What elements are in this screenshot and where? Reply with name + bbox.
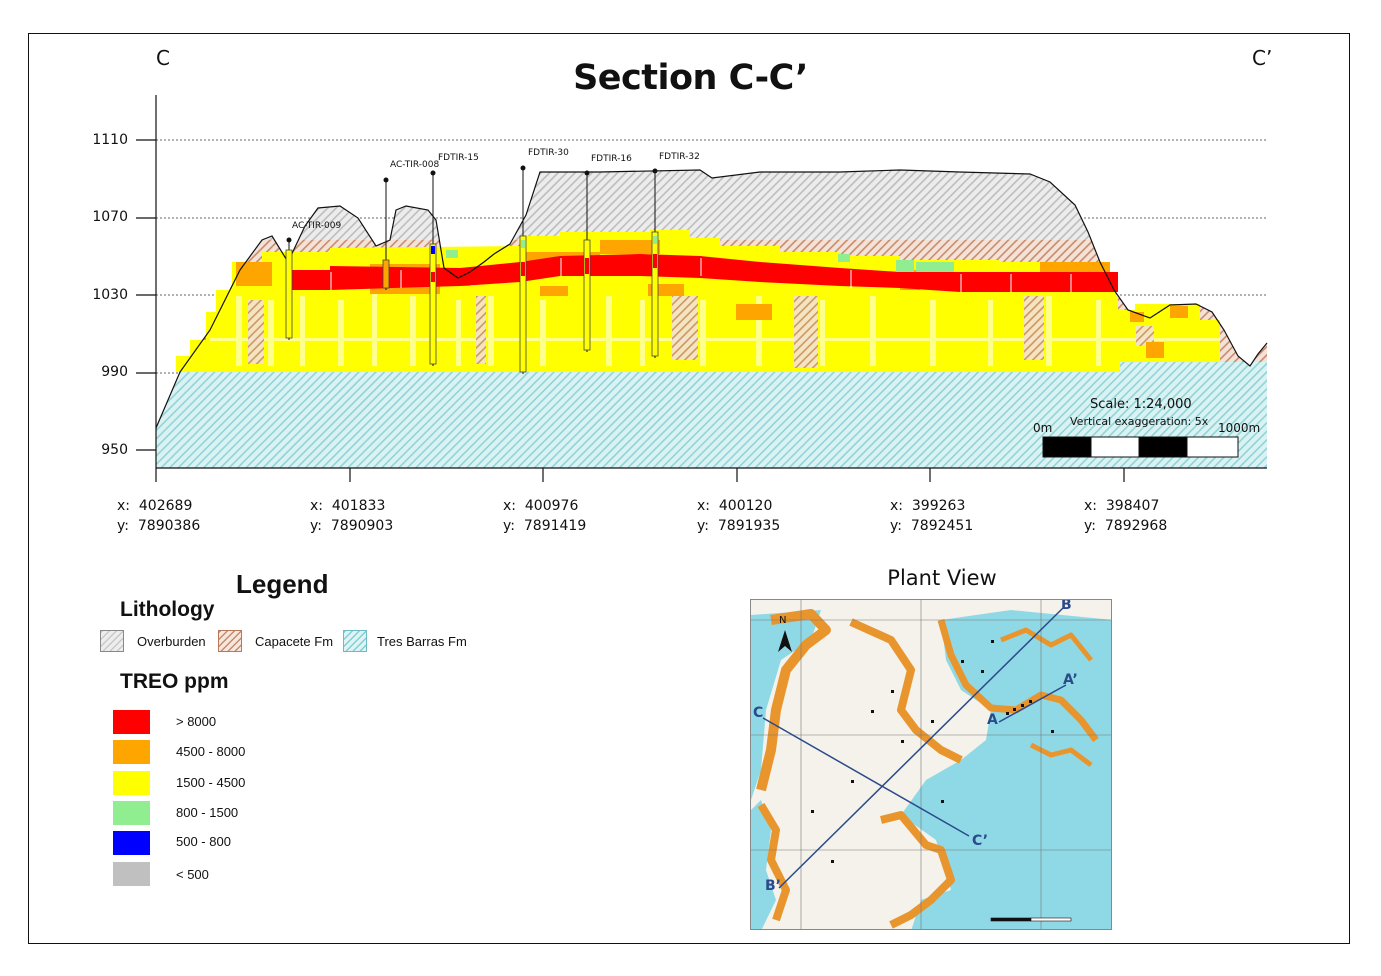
cross-section-graphic: AC-TIR-009 AC-TIR-008 FDTIR-15 FDTIR-30 … bbox=[136, 95, 1268, 482]
elevation-tick-1070: 1070 bbox=[92, 209, 128, 225]
overburden-label: Overburden bbox=[137, 634, 206, 649]
treo-label-4500-8000: 4500 - 8000 bbox=[176, 744, 246, 759]
vertical-exaggeration: Vertical exaggeration: 5x bbox=[1070, 415, 1209, 428]
drillhole-label-fdtir-16: FDTIR-16 bbox=[591, 154, 632, 164]
treo-label-gt8000: > 8000 bbox=[176, 714, 217, 729]
coordinate-6: x: 398407 y: 7892968 bbox=[1084, 498, 1168, 534]
drillhole-label-fdtir-15: FDTIR-15 bbox=[438, 153, 479, 163]
scale-start: 0m bbox=[1033, 421, 1052, 435]
section-line-label-a-prime: A’ bbox=[1063, 672, 1078, 688]
treo-label-lt500: < 500 bbox=[176, 867, 209, 882]
tres-barras-label: Tres Barras Fm bbox=[377, 634, 467, 649]
elevation-tick-990: 990 bbox=[101, 364, 128, 380]
scale-end: 1000m bbox=[1218, 421, 1260, 435]
scale-ratio: Scale: 1:24,000 bbox=[1090, 397, 1192, 412]
coordinate-3: x: 400976 y: 7891419 bbox=[503, 498, 587, 534]
capacete-label: Capacete Fm bbox=[255, 634, 334, 649]
coordinate-5: x: 399263 y: 7892451 bbox=[890, 498, 974, 534]
treo-swatch-800-1500 bbox=[113, 801, 150, 825]
drillhole-label-fdtir-32: FDTIR-32 bbox=[659, 152, 700, 162]
elevation-tick-1030: 1030 bbox=[92, 287, 128, 303]
capacete-swatch bbox=[218, 630, 242, 652]
section-start-label: C bbox=[156, 46, 170, 70]
drillhole-label-fdtir-30: FDTIR-30 bbox=[528, 148, 569, 158]
section-line-label-b: B bbox=[1061, 600, 1072, 613]
coordinate-1: x: 402689 y: 7890386 bbox=[117, 498, 201, 534]
treo-swatch-4500-8000 bbox=[113, 740, 150, 764]
plant-view-map: B A’ A C C’ B’ N bbox=[750, 599, 1112, 930]
treo-label-1500-4500: 1500 - 4500 bbox=[176, 775, 246, 790]
treo-swatch-lt500 bbox=[113, 862, 150, 886]
plant-view-title: Plant View bbox=[887, 566, 997, 590]
section-line-label-c-prime: C’ bbox=[972, 833, 988, 849]
treo-swatch-500-800 bbox=[113, 831, 150, 855]
section-line-label-c: C bbox=[753, 705, 763, 721]
treo-swatch-1500-4500 bbox=[113, 771, 150, 795]
scale-bar bbox=[1042, 436, 1239, 458]
treo-swatch-gt8000 bbox=[113, 710, 150, 734]
drillhole-label-ac-tir-009: AC-TIR-009 bbox=[292, 221, 341, 231]
treo-label-500-800: 500 - 800 bbox=[176, 834, 231, 849]
section-title: Section C-C’ bbox=[573, 58, 808, 98]
section-end-label: C’ bbox=[1252, 46, 1273, 70]
elevation-tick-1110: 1110 bbox=[92, 132, 128, 148]
section-line-label-a: A bbox=[987, 712, 998, 728]
coordinate-2: x: 401833 y: 7890903 bbox=[310, 498, 394, 534]
section-line-label-b-prime: B’ bbox=[765, 878, 781, 894]
lithology-heading: Lithology bbox=[120, 598, 215, 621]
coordinate-4: x: 400120 y: 7891935 bbox=[697, 498, 781, 534]
legend-title: Legend bbox=[236, 569, 329, 599]
plant-view-graphic: B A’ A C C’ B’ N bbox=[751, 600, 1111, 929]
tres-barras-swatch bbox=[343, 630, 367, 652]
overburden-swatch bbox=[100, 630, 124, 652]
elevation-tick-950: 950 bbox=[101, 442, 128, 458]
figure-frame bbox=[28, 33, 1350, 944]
north-arrow-label: N bbox=[779, 615, 786, 626]
treo-heading: TREO ppm bbox=[120, 670, 229, 693]
treo-label-800-1500: 800 - 1500 bbox=[176, 805, 239, 820]
drillhole-label-ac-tir-008: AC-TIR-008 bbox=[390, 160, 439, 170]
